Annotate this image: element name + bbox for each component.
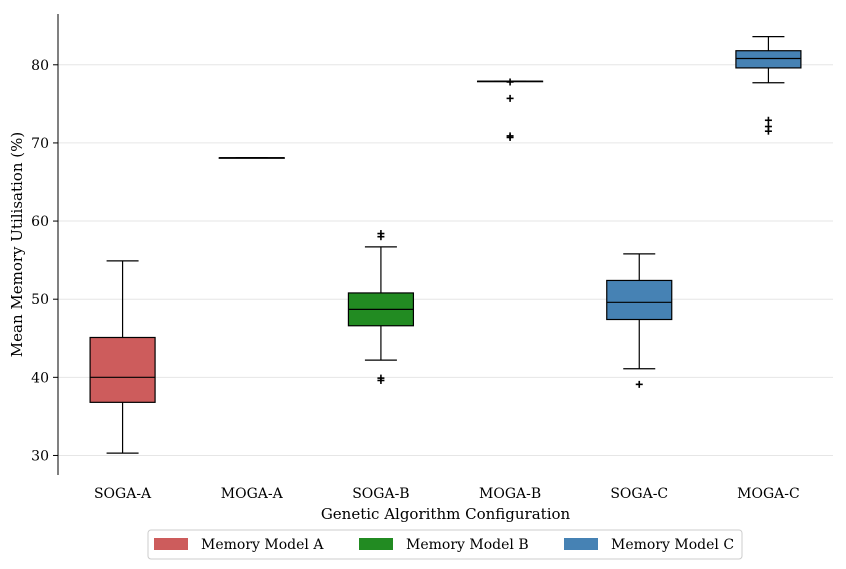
outlier-point	[377, 230, 385, 238]
y-axis-title: Mean Memory Utilisation (%)	[8, 132, 26, 357]
legend-swatch	[564, 538, 598, 550]
y-tick-label: 80	[31, 58, 49, 74]
x-tick-label: SOGA-A	[94, 486, 152, 502]
legend-label: Memory Model A	[201, 537, 324, 553]
legend-label: Memory Model B	[406, 537, 529, 553]
outlier-point	[377, 374, 385, 382]
legend-entry: Memory Model C	[564, 537, 734, 553]
outlier-point	[764, 116, 772, 124]
box-moga-b	[476, 78, 544, 141]
legend-swatch	[154, 538, 188, 550]
outlier-point	[764, 127, 772, 135]
outlier-point	[506, 132, 514, 140]
legend-entry: Memory Model A	[154, 537, 324, 553]
x-tick-label: MOGA-B	[479, 486, 541, 502]
iqr-box	[735, 50, 802, 69]
legend-entry: Memory Model B	[359, 537, 529, 553]
grid-lines	[58, 64, 833, 456]
x-tick-label: SOGA-B	[352, 486, 409, 502]
y-tick-label: 50	[31, 292, 49, 308]
box-moga-a	[218, 157, 285, 159]
y-tick-labels: 30 40 50 60 70 80	[31, 58, 58, 464]
x-tick-labels: SOGA-A MOGA-A SOGA-B MOGA-B SOGA-C MOGA-C	[94, 486, 800, 502]
y-tick-label: 60	[31, 214, 49, 230]
legend: Memory Model A Memory Model B Memory Model…	[147, 529, 743, 560]
iqr-box	[89, 336, 156, 403]
y-tick-label: 30	[31, 448, 49, 464]
x-tick-label: MOGA-C	[737, 486, 800, 502]
legend-swatch	[359, 538, 393, 550]
outlier-point	[506, 78, 514, 86]
box-soga-a	[89, 260, 156, 454]
x-tick-label: SOGA-C	[610, 486, 668, 502]
x-axis-title: Genetic Algorithm Configuration	[321, 505, 571, 523]
box-moga-c	[735, 36, 802, 135]
box-soga-c	[606, 253, 673, 388]
legend-frame	[147, 529, 743, 560]
box-soga-b	[347, 230, 415, 384]
outlier-point	[506, 94, 514, 102]
box-plot-boxes	[89, 36, 802, 454]
x-tick-label: MOGA-A	[221, 486, 284, 502]
outlier-point	[635, 380, 643, 388]
iqr-box	[606, 279, 673, 321]
y-tick-label: 70	[31, 136, 49, 152]
y-tick-label: 40	[31, 370, 49, 386]
legend-label: Memory Model C	[611, 537, 734, 553]
